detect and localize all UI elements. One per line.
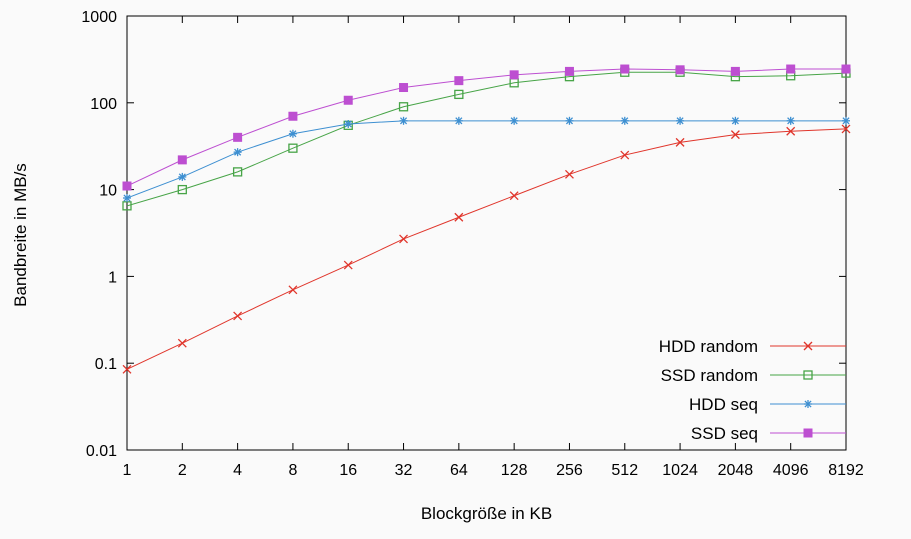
open-square-marker: [454, 89, 464, 100]
x-tick-label: 2048: [718, 462, 754, 479]
x-tick-label: 8: [288, 462, 297, 479]
cross-marker: [233, 311, 243, 321]
filled-square-marker: [786, 64, 796, 74]
legend: HDD random SSD random HDD seq SSD seq: [659, 337, 846, 443]
open-square-marker: [803, 370, 813, 380]
cross-marker: [565, 169, 574, 179]
asterisk-marker: [676, 116, 685, 125]
filled-square-marker: [122, 181, 132, 191]
open-square-marker: [232, 167, 243, 177]
asterisk-marker: [510, 116, 519, 125]
hdd-seq-line: [126, 120, 846, 199]
x-tick-label: 128: [501, 462, 528, 479]
cross-marker: [177, 338, 187, 348]
x-tick-label: 256: [556, 462, 583, 479]
asterisk-marker: [842, 116, 850, 125]
x-tick-label: 4096: [773, 462, 809, 479]
cross-marker: [730, 130, 740, 140]
cross-marker: [803, 341, 813, 351]
filled-square-marker: [675, 65, 685, 75]
cross-marker: [509, 191, 519, 201]
filled-square-marker: [841, 64, 851, 74]
asterisk-marker: [233, 148, 242, 157]
filled-square-marker: [564, 66, 574, 76]
y-tick-label: 0.01: [86, 443, 117, 460]
asterisk-marker: [565, 116, 574, 125]
y-tick-label: 1: [108, 269, 117, 286]
filled-square-marker: [177, 155, 187, 165]
cross-marker: [343, 260, 353, 270]
x-tick-label: 4: [233, 462, 242, 479]
y-tick-label: 1000: [81, 9, 117, 26]
ssd-seq-line: [126, 68, 846, 187]
x-tick-label: 32: [395, 462, 413, 479]
ssd-seq-markers: [122, 64, 851, 191]
y-tick-label: 100: [90, 96, 117, 113]
legend-label-ssd-seq: SSD seq: [691, 424, 758, 443]
filled-square-marker: [620, 64, 630, 74]
x-axis-title: Blockgröße in KB: [420, 504, 553, 523]
open-square-marker: [177, 184, 187, 195]
filled-square-marker: [454, 76, 464, 86]
x-tick-label: 16: [339, 462, 357, 479]
filled-square-marker: [399, 83, 409, 93]
legend-label-hdd-seq: HDD seq: [689, 395, 758, 414]
filled-square-marker: [288, 111, 298, 121]
asterisk-marker: [786, 116, 795, 125]
cross-marker: [122, 364, 132, 374]
hdd-random-line: [126, 128, 847, 370]
ssd-random-markers: [122, 67, 851, 211]
asterisk-marker: [344, 119, 353, 128]
asterisk-marker: [123, 194, 131, 203]
asterisk-marker: [620, 116, 629, 125]
y-tick-label: 0.1: [95, 356, 117, 373]
asterisk-marker: [804, 400, 812, 408]
cross-marker: [786, 126, 796, 136]
x-tick-label: 512: [611, 462, 638, 479]
open-square-marker: [398, 102, 409, 112]
asterisk-marker: [731, 116, 740, 125]
asterisk-marker: [399, 116, 408, 125]
y-tick-label: 10: [99, 183, 117, 200]
cross-marker: [288, 285, 298, 295]
filled-square-marker: [233, 132, 243, 142]
plot-border: [126, 15, 847, 451]
cross-marker: [675, 137, 685, 147]
hdd-seq-markers: [123, 116, 850, 203]
filled-square-marker: [803, 428, 813, 438]
filled-square-marker: [730, 66, 740, 76]
y-axis-title: Bandbreite in MB/s: [11, 163, 30, 307]
asterisk-marker: [454, 116, 463, 125]
legend-label-ssd-random: SSD random: [661, 366, 758, 385]
asterisk-marker: [178, 172, 187, 181]
filled-square-marker: [343, 95, 353, 105]
x-tick-label: 1024: [662, 462, 698, 479]
hdd-random-markers: [122, 124, 851, 374]
asterisk-marker: [288, 129, 297, 138]
ssd-random-line: [126, 71, 847, 207]
x-tick-label: 1: [123, 462, 132, 479]
cross-marker: [399, 234, 408, 244]
x-tick-label: 64: [450, 462, 468, 479]
open-square-marker: [288, 143, 298, 153]
cross-marker: [454, 212, 464, 222]
filled-square-marker: [509, 70, 519, 80]
cross-marker: [620, 150, 630, 160]
legend-label-hdd-random: HDD random: [659, 337, 758, 356]
x-tick-label: 8192: [828, 462, 864, 479]
cross-marker: [841, 124, 851, 134]
x-tick-label: 2: [178, 462, 187, 479]
